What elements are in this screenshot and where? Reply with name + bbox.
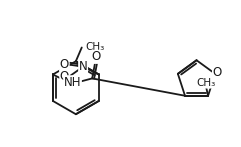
- Text: O: O: [92, 50, 101, 63]
- Text: NH: NH: [64, 76, 81, 89]
- Text: O: O: [213, 66, 222, 79]
- Text: N: N: [79, 60, 87, 73]
- Text: CH₃: CH₃: [86, 41, 105, 51]
- Text: CH₃: CH₃: [196, 78, 216, 88]
- Text: O: O: [60, 58, 69, 71]
- Text: O: O: [60, 70, 69, 83]
